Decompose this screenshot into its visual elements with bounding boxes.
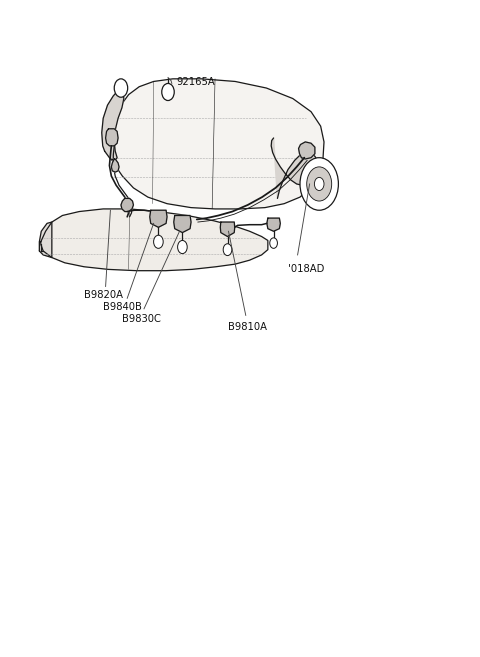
Polygon shape xyxy=(267,218,280,231)
Polygon shape xyxy=(111,159,119,172)
Polygon shape xyxy=(299,142,315,159)
Circle shape xyxy=(270,238,277,248)
Circle shape xyxy=(223,244,232,256)
Polygon shape xyxy=(106,129,118,146)
Text: B9810A: B9810A xyxy=(228,322,267,332)
Polygon shape xyxy=(41,209,268,271)
Text: B9840B: B9840B xyxy=(103,302,142,312)
Circle shape xyxy=(307,167,332,201)
Text: '018AD: '018AD xyxy=(288,264,324,274)
Circle shape xyxy=(300,158,338,210)
Circle shape xyxy=(154,235,163,248)
Polygon shape xyxy=(220,222,235,237)
Polygon shape xyxy=(39,222,52,258)
Polygon shape xyxy=(121,198,133,212)
Polygon shape xyxy=(271,138,318,198)
Circle shape xyxy=(162,83,174,101)
Text: B9830C: B9830C xyxy=(122,314,161,324)
Circle shape xyxy=(114,79,128,97)
Circle shape xyxy=(178,240,187,254)
Polygon shape xyxy=(174,215,191,233)
Circle shape xyxy=(314,177,324,191)
Polygon shape xyxy=(110,79,324,209)
Text: B9820A: B9820A xyxy=(84,290,123,300)
Polygon shape xyxy=(102,89,124,160)
Text: 92165A: 92165A xyxy=(177,77,216,87)
Polygon shape xyxy=(150,210,167,227)
